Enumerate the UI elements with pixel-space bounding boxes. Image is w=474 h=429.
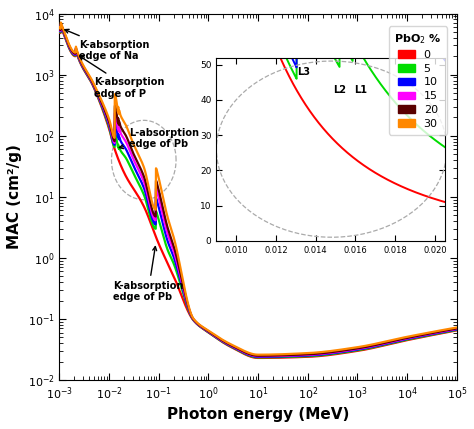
Text: K-absorption
edge of Pb: K-absorption edge of Pb (113, 247, 183, 302)
X-axis label: Photon energy (MeV): Photon energy (MeV) (167, 407, 349, 422)
Text: K-absorption
edge of Na: K-absorption edge of Na (65, 29, 149, 61)
Text: K-absorption
edge of P: K-absorption edge of P (80, 56, 164, 99)
Legend: 0, 5, 10, 15, 20, 30: 0, 5, 10, 15, 20, 30 (389, 27, 447, 135)
Text: L-absorption
edge of Pb: L-absorption edge of Pb (119, 128, 199, 149)
Y-axis label: MAC (cm²/g): MAC (cm²/g) (7, 144, 22, 249)
